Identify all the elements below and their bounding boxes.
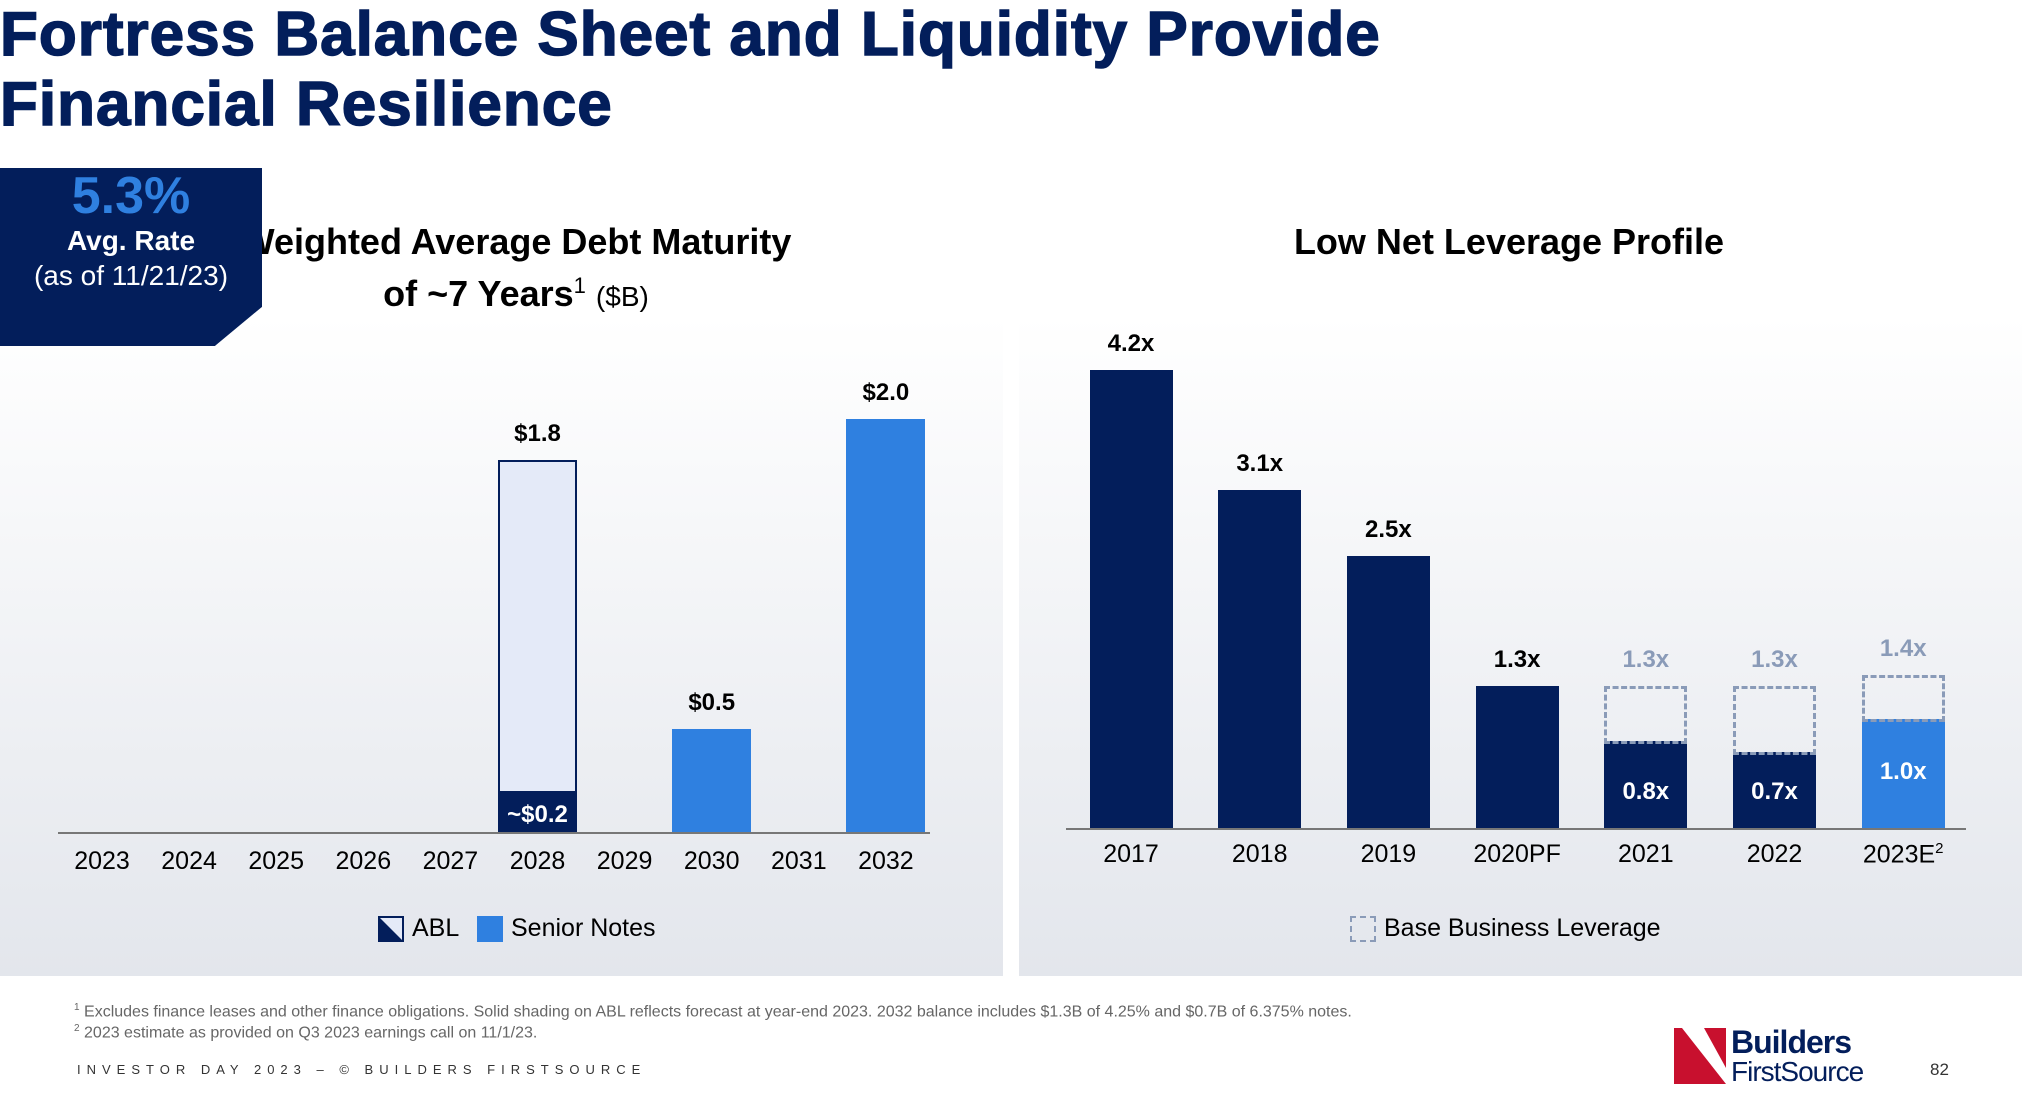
bar-leverage bbox=[1604, 740, 1688, 828]
senior-notes-swatch-icon bbox=[477, 915, 503, 942]
bar-value-label: 1.3x bbox=[1493, 646, 1541, 674]
x-tick-label: 2028 bbox=[509, 847, 566, 875]
x-axis bbox=[58, 832, 930, 834]
page-title: Fortress Balance Sheet and Liquidity Pro… bbox=[0, 0, 2022, 140]
x-tick-label: 2031 bbox=[770, 847, 827, 875]
base-business-label: 1.3x bbox=[1622, 646, 1670, 674]
avg-rate-value: 5.3% bbox=[71, 167, 191, 225]
x-tick-label: 2021 bbox=[1617, 840, 1674, 868]
base-business-box bbox=[1733, 686, 1816, 755]
x-tick-label: 2018 bbox=[1231, 840, 1288, 868]
leverage-chart-title: Low Net Leverage Profile bbox=[1293, 221, 1725, 262]
bar-value-label: 4.2x bbox=[1107, 330, 1155, 358]
x-tick-label: 2019 bbox=[1360, 840, 1417, 868]
title-line-2: Financial Resilience bbox=[0, 69, 613, 140]
bar-abl bbox=[498, 459, 577, 832]
bar-leverage bbox=[1218, 490, 1302, 828]
leverage-panel bbox=[1019, 316, 2022, 976]
base-business-box bbox=[1604, 686, 1688, 744]
legend-abl: ABL bbox=[378, 914, 459, 943]
debt-chart-title: Weighted Average Debt Maturity of ~7 Yea… bbox=[116, 220, 916, 319]
footnote-1: 1 Excludes finance leases and other fina… bbox=[74, 1002, 1352, 1021]
base-business-label: 1.4x bbox=[1879, 635, 1927, 663]
bar-value-label: $1.8 bbox=[514, 419, 561, 447]
x-tick-label: 2023 bbox=[74, 847, 130, 875]
bar-leverage bbox=[1733, 751, 1816, 828]
x-tick-label: 2030 bbox=[683, 847, 740, 875]
legend-abl-label: ABL bbox=[412, 914, 460, 942]
x-tick-label: 2027 bbox=[422, 847, 479, 875]
x-tick-label: 2017 bbox=[1103, 840, 1159, 868]
x-tick-label: 2026 bbox=[335, 847, 392, 875]
x-tick-label: 2022 bbox=[1746, 840, 1803, 868]
bar-value-label: 3.1x bbox=[1236, 450, 1284, 478]
bar-leverage bbox=[1861, 719, 1945, 828]
bar-value-label: $0.5 bbox=[688, 688, 736, 716]
bar-value-label: 1.0x bbox=[1879, 758, 1927, 785]
unit-label: ($B) bbox=[595, 281, 649, 312]
avg-rate-date: (as of 11/21/23) bbox=[33, 260, 229, 291]
builders-firstsource-logo: Builders FirstSource bbox=[1674, 1024, 1884, 1087]
debt-title-line1: Weighted Average Debt Maturity bbox=[240, 221, 792, 262]
logo-mark-icon bbox=[1674, 1028, 1726, 1084]
bar-leverage bbox=[1346, 555, 1430, 828]
footer-text: INVESTOR DAY 2023 – © BUILDERS FIRSTSOUR… bbox=[77, 1062, 647, 1077]
bar-value-label: 0.7x bbox=[1751, 778, 1798, 805]
avg-rate-callout: 5.3% Avg. Rate (as of 11/21/23) bbox=[0, 168, 262, 346]
page-number: 82 bbox=[1930, 1060, 1949, 1079]
bar-senior-notes bbox=[672, 728, 752, 832]
legend-base-business-label: Base Business Leverage bbox=[1384, 914, 1661, 942]
legend-senior-notes-label: Senior Notes bbox=[511, 914, 656, 942]
abl-swatch-icon bbox=[378, 915, 404, 942]
legend-base-business: Base Business Leverage bbox=[1350, 914, 1661, 943]
x-tick-label: 2020PF bbox=[1473, 840, 1561, 868]
avg-rate-label: Avg. Rate bbox=[66, 225, 196, 256]
footnote-2: 2 2023 estimate as provided on Q3 2023 e… bbox=[74, 1023, 538, 1042]
base-business-box bbox=[1861, 675, 1945, 722]
legend-senior-notes: Senior Notes bbox=[477, 914, 656, 943]
bar-value-label: 0.8x bbox=[1622, 778, 1670, 805]
title-line-1: Fortress Balance Sheet and Liquidity Pro… bbox=[0, 0, 1381, 70]
bar-inner-label: ~$0.2 bbox=[507, 800, 568, 828]
bar-senior-notes bbox=[846, 418, 926, 832]
bar-value-label: $2.0 bbox=[862, 378, 910, 406]
x-tick-label: 2029 bbox=[596, 847, 653, 875]
x-tick-label: 2025 bbox=[248, 847, 304, 875]
bar-value-label: 2.5x bbox=[1365, 515, 1412, 543]
x-tick-label: 2032 bbox=[858, 847, 914, 875]
debt-title-line2: of ~7 Years bbox=[383, 273, 574, 314]
base-business-swatch-icon bbox=[1350, 915, 1376, 942]
x-tick-label: 2024 bbox=[161, 847, 217, 875]
x-axis bbox=[1066, 828, 1966, 830]
footnote-mark: 1 bbox=[573, 273, 586, 298]
base-business-label: 1.3x bbox=[1751, 646, 1798, 674]
bar-leverage bbox=[1475, 686, 1559, 828]
bar-leverage bbox=[1089, 370, 1173, 828]
x-tick-label: 2023E2 bbox=[1862, 840, 1944, 869]
bar-abl-solid bbox=[498, 790, 577, 832]
